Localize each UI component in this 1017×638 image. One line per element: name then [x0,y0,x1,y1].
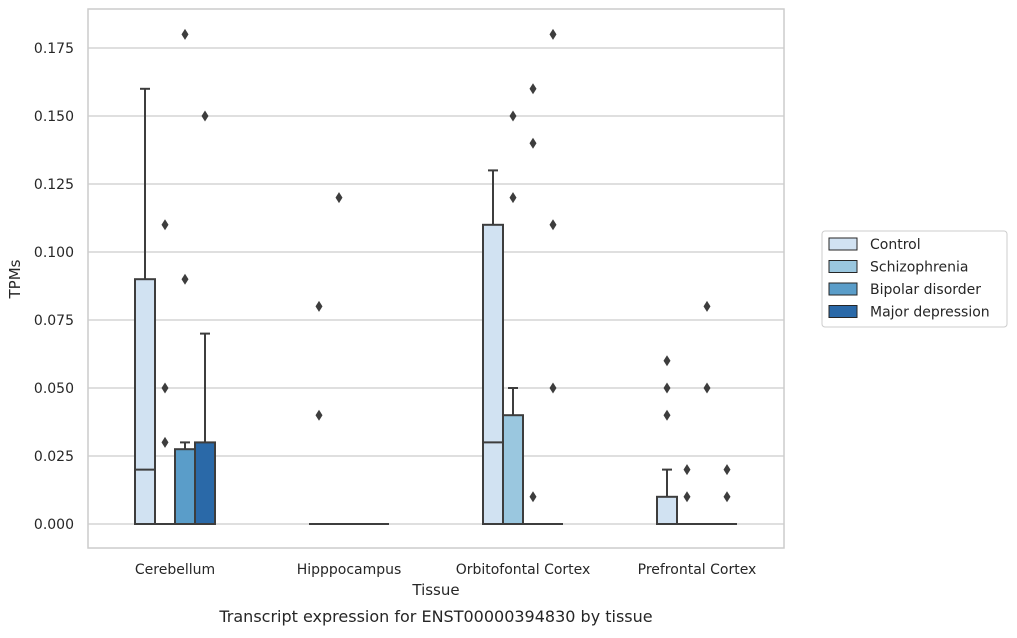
box [502,414,524,526]
outlier-point [663,409,671,421]
y-tick-label: 0.025 [34,449,74,465]
outlier-point [335,192,343,204]
outlier-point [683,491,691,503]
x-axis-label: Tissue [411,581,459,599]
outlier-point [509,110,517,122]
x-tick-label: Orbitofontal Cortex [456,562,591,578]
outlier-point [315,300,323,312]
outlier-point [549,28,557,40]
outlier-point [549,382,557,394]
outlier-point [703,382,711,394]
outlier-point [703,300,711,312]
outlier-point [529,137,537,149]
y-tick-label: 0.175 [34,41,74,57]
outlier-point [723,464,731,476]
legend-swatch [828,282,858,296]
x-tick-label: Hipppocampus [297,562,402,578]
legend-label: Schizophrenia [870,260,968,276]
chart-caption: Transcript expression for ENST0000039483… [218,607,652,626]
y-tick-label: 0.125 [34,177,74,193]
x-tick-label: Cerebellum [135,562,215,578]
legend-label: Major depression [870,305,990,321]
outlier-point [663,355,671,367]
y-axis-label: TPMs [6,259,24,299]
legend-swatch [828,260,858,273]
outlier-point [181,28,189,40]
box [656,495,678,525]
y-tick-label: 0.000 [34,517,74,533]
legend-label: Bipolar disorder [870,282,981,298]
outlier-point [161,382,169,394]
x-tick-label: Prefrontal Cortex [638,562,757,578]
outlier-point [663,382,671,394]
plot-frame [87,8,785,549]
box [174,448,196,526]
box-plot-marks [134,28,737,526]
outlier-point [509,192,517,204]
box [482,223,504,526]
legend-swatch [828,305,858,318]
outlier-point [181,273,189,285]
legend-swatch [828,237,858,251]
outlier-point [683,464,691,476]
outlier-point [201,110,209,122]
outlier-point [315,409,323,421]
y-tick-label: 0.050 [34,381,74,397]
outlier-point [161,219,169,231]
y-tick-label: 0.075 [34,313,74,329]
y-axis-ticks: 0.000 0.025 0.050 0.075 0.100 0.125 0.150 0.175 [34,41,74,533]
legend: Control Schizophrenia Bipolar disorder Majo… [821,230,1008,328]
legend-frame [821,230,1008,328]
x-axis-ticks: Cerebellum Hipppocampus Orbitofontal Corte… [135,562,756,578]
outlier-point [529,491,537,503]
outlier-point [723,491,731,503]
y-tick-label: 0.150 [34,109,74,125]
y-tick-label: 0.100 [34,245,74,261]
outlier-point [529,83,537,95]
box [194,441,216,525]
outlier-point [549,219,557,231]
box [134,278,156,526]
legend-label: Control [870,237,921,253]
outlier-point [161,436,169,448]
